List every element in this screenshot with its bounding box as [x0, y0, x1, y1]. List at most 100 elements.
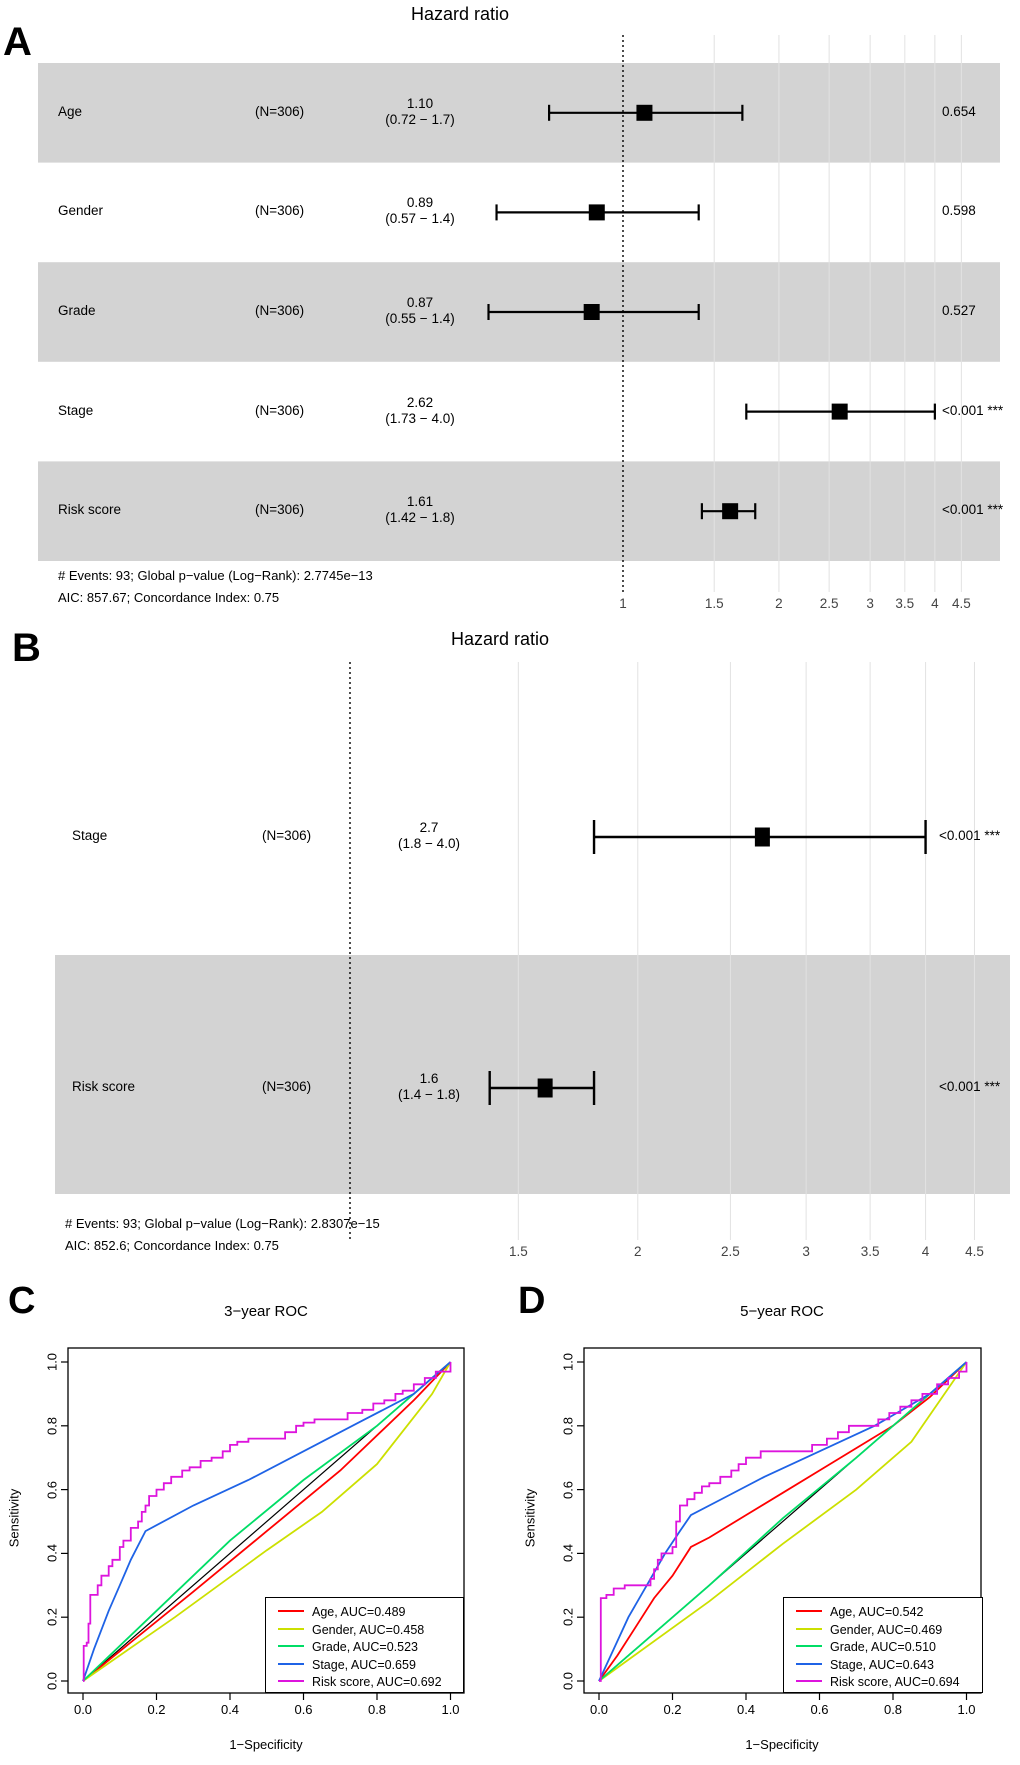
roc-curve	[82, 1362, 452, 1682]
legend-entry-label: Grade, AUC=0.510	[830, 1640, 936, 1655]
legend-line-swatch	[796, 1662, 822, 1665]
legend-entry-label: Grade, AUC=0.523	[312, 1640, 418, 1655]
roc-y-tick: 0.2	[44, 1608, 60, 1627]
forest-axis-tick: 2.5	[819, 596, 839, 611]
hr-marker	[537, 1078, 553, 1098]
forest-axis-tick: 4.5	[965, 1244, 984, 1259]
legend-line-swatch	[278, 1662, 304, 1665]
roc-y-tick: 0.2	[560, 1608, 576, 1627]
forest-row-n: (N=306)	[262, 1079, 312, 1094]
legend-entry-label: Stage, AUC=0.659	[312, 1657, 416, 1672]
roc-x-tick: 0.2	[147, 1702, 166, 1717]
legend-entry-label: Gender, AUC=0.458	[312, 1622, 425, 1637]
forest-axis-tick: 4	[931, 596, 939, 611]
panel-d-xaxis-label: 1−Specificity	[745, 1737, 819, 1752]
forest-axis-tick: 1.5	[508, 1244, 528, 1259]
forest-axis-tick: 4.5	[951, 596, 971, 611]
forest-row-pvalue: 0.527	[942, 303, 976, 318]
roc-y-tick: 0.0	[560, 1671, 576, 1691]
forest-row-n: (N=306)	[255, 203, 305, 219]
forest-row-ci: (0.57 − 1.4)	[385, 211, 455, 227]
forest-axis-tick: 3.5	[895, 596, 915, 611]
forest-row-ci: (1.4 − 1.8)	[398, 1087, 460, 1102]
forest-row-estimate: 2.62	[406, 394, 434, 410]
forest-row-estimate: 0.89	[406, 195, 434, 211]
hr-marker	[754, 827, 770, 847]
legend-line-swatch	[796, 1645, 822, 1648]
legend-line-swatch	[796, 1610, 822, 1612]
forest-row-n: (N=306)	[255, 502, 305, 518]
roc-y-tick: 1.0	[44, 1352, 60, 1372]
roc-curve	[598, 1361, 968, 1682]
forest-row-pvalue: <0.001 ***	[939, 828, 1001, 843]
forest-axis-tick: 4	[921, 1244, 930, 1259]
forest-row-label: Risk score	[58, 502, 122, 518]
legend-line-swatch	[278, 1627, 304, 1630]
legend-line-swatch	[278, 1610, 304, 1612]
forest-band	[38, 63, 1000, 163]
forest-row-n: (N=306)	[255, 303, 305, 318]
forest-row-estimate: 2.7	[419, 820, 439, 835]
forest-row-ci: (0.72 − 1.7)	[385, 111, 455, 127]
roc-y-tick: 1.0	[560, 1352, 576, 1372]
panel-c-xaxis-label: 1−Specificity	[229, 1737, 303, 1752]
hr-marker	[588, 204, 605, 221]
forest-row-estimate: 0.87	[406, 295, 434, 310]
forest-axis-tick: 3.5	[860, 1244, 880, 1259]
roc-curve	[82, 1361, 452, 1682]
forest-axis-tick: 3	[866, 596, 874, 611]
roc-y-tick: 0.6	[44, 1480, 60, 1499]
roc-plot-box	[67, 1347, 465, 1694]
panel-b-footer-aic: AIC: 852.6; Concordance Index: 0.75	[65, 1238, 279, 1253]
legend-entry-label: Risk score, AUC=0.692	[312, 1675, 442, 1690]
legend-entry-label: Age, AUC=0.542	[830, 1605, 924, 1619]
roc-curve	[82, 1361, 452, 1682]
forest-row-n: (N=306)	[255, 402, 305, 418]
panel-a-letter: A	[3, 20, 32, 64]
roc-x-tick: 0.4	[736, 1702, 756, 1717]
forest-band	[55, 955, 1010, 1194]
forest-row-label: Gender	[58, 203, 104, 219]
panel-a-title: Hazard ratio	[410, 4, 510, 24]
panel-c-yaxis-label: Sensitivity	[6, 1488, 22, 1548]
forest-row-label: Stage	[58, 402, 94, 418]
forest-axis-tick: 2	[634, 1244, 642, 1259]
forest-axis-tick: 1	[619, 596, 627, 611]
legend-line-swatch	[278, 1645, 304, 1648]
forest-row-n: (N=306)	[262, 828, 312, 843]
legend-line-swatch	[796, 1680, 822, 1683]
panel-b-title: Hazard ratio	[450, 629, 550, 649]
forest-row-label: Risk score	[72, 1079, 136, 1094]
panel-a-footer-events: # Events: 93; Global p−value (Log−Rank):…	[58, 568, 373, 583]
forest-axis-tick: 2.5	[721, 1244, 740, 1259]
forest-row-estimate: 1.10	[406, 95, 434, 111]
forest-row-pvalue: 0.598	[942, 203, 976, 219]
legend-entry-label: Age, AUC=0.489	[312, 1605, 406, 1619]
forest-row-ci: (1.8 − 4.0)	[398, 836, 460, 851]
hr-marker	[636, 104, 653, 121]
roc-x-tick: 0.2	[663, 1702, 682, 1717]
roc-x-tick: 1.0	[441, 1702, 460, 1717]
forest-axis-tick: 1.5	[704, 596, 724, 611]
panel-d-letter: D	[518, 1280, 546, 1322]
roc-y-tick: 0.4	[44, 1544, 60, 1563]
panel-b-footer-events: # Events: 93; Global p−value (Log−Rank):…	[65, 1216, 380, 1231]
forest-row-pvalue: <0.001 ***	[942, 402, 1004, 418]
panel-c-letter: C	[8, 1280, 36, 1322]
legend-entry-label: Gender, AUC=0.469	[830, 1622, 943, 1637]
legend-line-swatch	[278, 1680, 304, 1683]
forest-row-label: Grade	[58, 303, 96, 318]
forest-axis-tick: 2	[775, 596, 783, 611]
roc-y-tick: 0.6	[560, 1480, 576, 1499]
roc-y-tick: 0.4	[560, 1544, 576, 1563]
forest-row-ci: (1.73 − 4.0)	[385, 410, 455, 426]
roc-legend: Age, AUC=0.542 Gender, AUC=0.469 Grade, AU…	[783, 1597, 983, 1693]
panel-d-title: 5−year ROC	[740, 1303, 824, 1320]
forest-row-estimate: 1.61	[406, 494, 434, 510]
roc-y-tick: 0.0	[44, 1671, 60, 1691]
roc-y-tick: 0.8	[44, 1416, 60, 1435]
forest-row-pvalue: <0.001 ***	[939, 1079, 1001, 1094]
forest-row-label: Stage	[72, 828, 108, 843]
roc-curve	[599, 1362, 968, 1682]
